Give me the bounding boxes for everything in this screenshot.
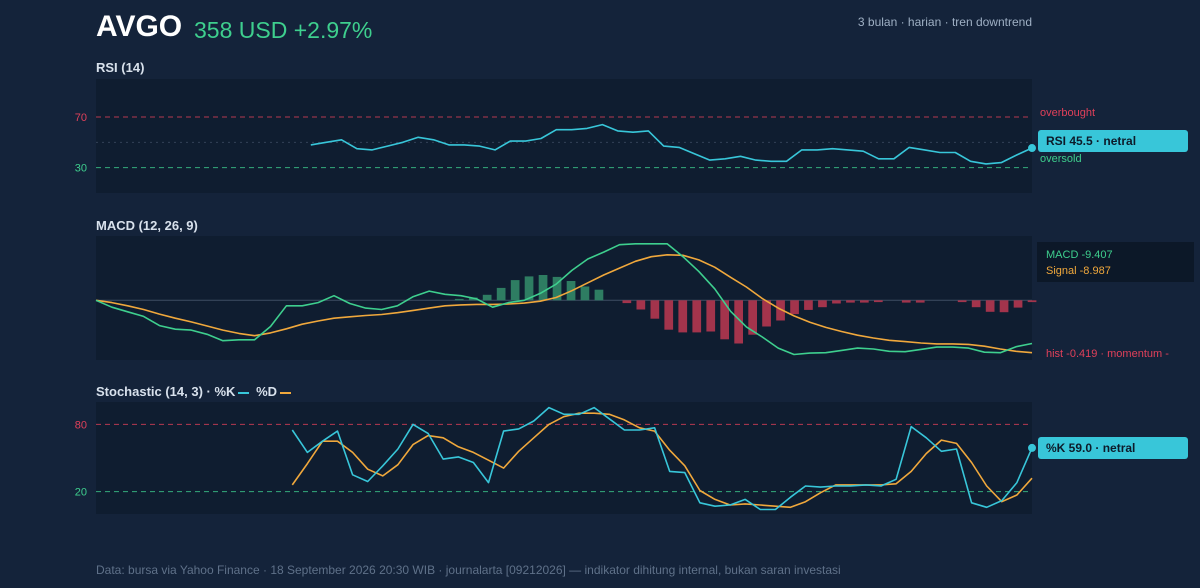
macd-hist-bar (720, 300, 729, 340)
rsi-line (310, 123, 1033, 165)
d-legend-label: %D (256, 384, 278, 399)
macd-hist-bar (874, 300, 883, 303)
macd-hist-bar (510, 280, 520, 301)
rsi-tick-30: 30 (75, 163, 87, 175)
macd-hist-bar (1013, 300, 1023, 308)
macd-hist-bar (762, 300, 771, 327)
macd-hist-bar (804, 300, 813, 310)
macd-hist-bar (580, 286, 590, 301)
d-legend-swatch (280, 391, 292, 394)
macd-hist-bar (706, 300, 716, 332)
macd-hist-bar (971, 300, 981, 308)
rsi-last-point (1028, 144, 1036, 153)
stoch-badge: %K 59.0 · netral (1038, 437, 1188, 459)
rsi-panel-title: RSI (14) (96, 60, 145, 75)
ticker-symbol: AVGO (96, 10, 183, 43)
macd-hist-bar (678, 300, 688, 333)
macd-hist-bar (482, 294, 492, 301)
rsi-panel (96, 79, 1032, 193)
macd-hist-bar (664, 300, 674, 330)
rsi-badge: RSI 45.5 · netral (1038, 130, 1188, 152)
macd-hist-bar (692, 300, 702, 333)
macd-hist-bar (636, 300, 646, 310)
macd-hist-bar (776, 300, 785, 321)
macd-hist-bar (985, 300, 995, 312)
macd-hist-bar (454, 298, 464, 301)
stoch-d-line (291, 412, 1033, 509)
stoch-panel-title: Stochastic (14, 3) · %K %D (96, 384, 294, 399)
range-label: 3 bulan · harian · tren downtrend (857, 15, 1032, 29)
k-legend-swatch (238, 391, 250, 394)
stoch-title-text: Stochastic (14, 3) · %K (96, 384, 236, 399)
macd-hist-bar (538, 275, 548, 301)
macd-hist-bar (622, 300, 632, 304)
rsi-tick-70: 70 (75, 112, 87, 124)
macd-hist-bar (748, 300, 757, 335)
overbought-label: overbought (1040, 107, 1096, 119)
macd-hist-bar (496, 287, 506, 301)
macd-hist-bar (734, 300, 743, 344)
macd-hist-bar (999, 300, 1009, 313)
macd-hist-bar (860, 300, 869, 303)
hist-value: hist -0.419 · momentum - (1046, 348, 1169, 360)
macd-hist-bar (957, 300, 967, 303)
macd-hist-bar (818, 300, 827, 308)
stoch-panel (96, 402, 1032, 514)
macd-hist-bar (790, 300, 799, 315)
macd-hist-bar (524, 276, 534, 301)
macd-hist-bar (552, 276, 562, 301)
stoch-k-line (291, 406, 1033, 511)
macd-value-box: MACD -9.407 Signal -8.987 (1037, 242, 1194, 282)
macd-hist-bar (650, 300, 660, 319)
stoch-tick-20: 20 (75, 487, 87, 499)
stoch-last-point (1028, 443, 1036, 452)
macd-value: MACD -9.407 (1046, 249, 1113, 261)
macd-line (95, 243, 1033, 356)
macd-hist-bar (832, 300, 841, 304)
macd-hist-bar (1027, 300, 1037, 303)
oversold-label: oversold (1040, 153, 1082, 165)
footer-source: Data: bursa via Yahoo Finance · 18 Septe… (96, 563, 841, 577)
macd-hist-bar (915, 300, 925, 303)
macd-panel-title: MACD (12, 26, 9) (96, 218, 198, 233)
stoch-tick-80: 80 (75, 419, 87, 431)
signal-value: Signal -8.987 (1046, 265, 1111, 277)
price-change: 358 USD +2.97% (194, 17, 373, 43)
macd-hist-bar (846, 300, 855, 303)
macd-hist-bar (594, 289, 604, 301)
macd-hist-bar (901, 300, 911, 303)
signal-line (95, 254, 1033, 354)
